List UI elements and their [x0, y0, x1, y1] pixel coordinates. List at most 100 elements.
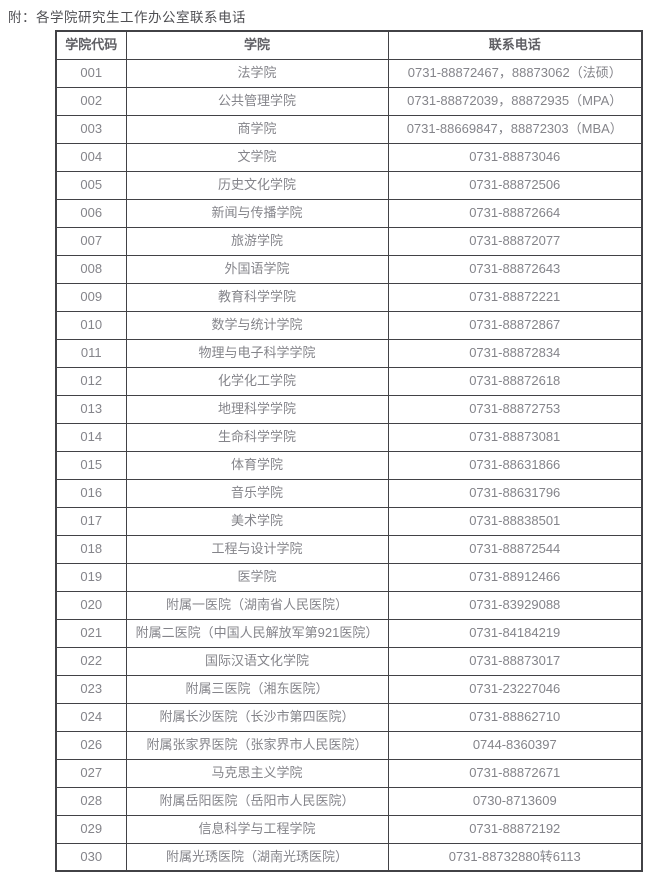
college-code-cell: 009 [55, 282, 127, 312]
college-code-cell: 013 [55, 394, 127, 424]
table-row: 029 信息科学与工程学院 0731-88872192 [55, 814, 643, 844]
table-row: 018 工程与设计学院 0731-88872544 [55, 534, 643, 564]
college-code-cell: 004 [55, 142, 127, 172]
college-name-cell: 附属岳阳医院（岳阳市人民医院） [125, 786, 389, 816]
college-name-cell: 地理科学学院 [125, 394, 389, 424]
table-row: 015 体育学院 0731-88631866 [55, 450, 643, 480]
table-row: 019 医学院 0731-88912466 [55, 562, 643, 592]
phone-cell: 0731-88872192 [387, 814, 643, 844]
phone-cell: 0731-88872221 [387, 282, 643, 312]
college-contact-table: 学院代码 学院 联系电话 001 法学院 0731-88872467，8887306… [55, 30, 643, 872]
phone-cell: 0731-88872834 [387, 338, 643, 368]
college-code-cell: 005 [55, 170, 127, 200]
college-name-cell: 医学院 [125, 562, 389, 592]
table-row: 024 附属长沙医院（长沙市第四医院） 0731-88862710 [55, 702, 643, 732]
table-row: 002 公共管理学院 0731-88872039，88872935（MPA） [55, 86, 643, 116]
table-row: 021 附属二医院（中国人民解放军第921医院） 0731-84184219 [55, 618, 643, 648]
phone-cell: 0731-88872544 [387, 534, 643, 564]
table-row: 003 商学院 0731-88669847，88872303（MBA） [55, 114, 643, 144]
college-code-cell: 015 [55, 450, 127, 480]
phone-cell: 0731-88873081 [387, 422, 643, 452]
phone-cell: 0731-88872664 [387, 198, 643, 228]
college-name-cell: 附属三医院（湘东医院） [125, 674, 389, 704]
table-row: 030 附属光琇医院（湖南光琇医院） 0731-88732880转6113 [55, 842, 643, 872]
college-code-cell: 024 [55, 702, 127, 732]
college-code-cell: 003 [55, 114, 127, 144]
college-code-cell: 021 [55, 618, 127, 648]
college-name-cell: 文学院 [125, 142, 389, 172]
phone-cell: 0731-23227046 [387, 674, 643, 704]
column-header-phone: 联系电话 [387, 30, 643, 60]
college-name-cell: 化学化工学院 [125, 366, 389, 396]
college-code-cell: 030 [55, 842, 127, 872]
table-row: 005 历史文化学院 0731-88872506 [55, 170, 643, 200]
college-code-cell: 011 [55, 338, 127, 368]
phone-cell: 0731-88872671 [387, 758, 643, 788]
college-name-cell: 体育学院 [125, 450, 389, 480]
phone-cell: 0731-88872077 [387, 226, 643, 256]
college-name-cell: 商学院 [125, 114, 389, 144]
college-name-cell: 外国语学院 [125, 254, 389, 284]
college-code-cell: 020 [55, 590, 127, 620]
college-code-cell: 006 [55, 198, 127, 228]
college-code-cell: 027 [55, 758, 127, 788]
table-row: 012 化学化工学院 0731-88872618 [55, 366, 643, 396]
table-header-row: 学院代码 学院 联系电话 [55, 30, 643, 60]
table-row: 011 物理与电子科学学院 0731-88872834 [55, 338, 643, 368]
table-body: 001 法学院 0731-88872467，88873062（法硕） 002 公共管理学… [55, 58, 643, 872]
college-name-cell: 新闻与传播学院 [125, 198, 389, 228]
phone-cell: 0731-88873046 [387, 142, 643, 172]
phone-cell: 0731-83929088 [387, 590, 643, 620]
college-name-cell: 国际汉语文化学院 [125, 646, 389, 676]
college-code-cell: 026 [55, 730, 127, 760]
table-row: 001 法学院 0731-88872467，88873062（法硕） [55, 58, 643, 88]
college-code-cell: 022 [55, 646, 127, 676]
phone-cell: 0731-88872039，88872935（MPA） [387, 86, 643, 116]
table-row: 014 生命科学学院 0731-88873081 [55, 422, 643, 452]
table-row: 023 附属三医院（湘东医院） 0731-23227046 [55, 674, 643, 704]
table-row: 004 文学院 0731-88873046 [55, 142, 643, 172]
college-name-cell: 附属光琇医院（湖南光琇医院） [125, 842, 389, 872]
college-code-cell: 019 [55, 562, 127, 592]
table-row: 016 音乐学院 0731-88631796 [55, 478, 643, 508]
college-name-cell: 物理与电子科学学院 [125, 338, 389, 368]
phone-cell: 0731-88631796 [387, 478, 643, 508]
phone-cell: 0731-88872618 [387, 366, 643, 396]
college-name-cell: 法学院 [125, 58, 389, 88]
college-name-cell: 历史文化学院 [125, 170, 389, 200]
table-row: 008 外国语学院 0731-88872643 [55, 254, 643, 284]
college-code-cell: 014 [55, 422, 127, 452]
college-name-cell: 附属一医院（湖南省人民医院） [125, 590, 389, 620]
phone-cell: 0731-88669847，88872303（MBA） [387, 114, 643, 144]
phone-cell: 0731-88872753 [387, 394, 643, 424]
table-row: 028 附属岳阳医院（岳阳市人民医院） 0730-8713609 [55, 786, 643, 816]
phone-cell: 0731-88872643 [387, 254, 643, 284]
table-row: 013 地理科学学院 0731-88872753 [55, 394, 643, 424]
college-code-cell: 023 [55, 674, 127, 704]
college-name-cell: 附属张家界医院（张家界市人民医院） [125, 730, 389, 760]
college-name-cell: 音乐学院 [125, 478, 389, 508]
phone-cell: 0731-88631866 [387, 450, 643, 480]
table-row: 010 数学与统计学院 0731-88872867 [55, 310, 643, 340]
college-name-cell: 教育科学学院 [125, 282, 389, 312]
college-code-cell: 007 [55, 226, 127, 256]
college-name-cell: 马克思主义学院 [125, 758, 389, 788]
phone-cell: 0731-88838501 [387, 506, 643, 536]
table-row: 022 国际汉语文化学院 0731-88873017 [55, 646, 643, 676]
college-code-cell: 010 [55, 310, 127, 340]
college-code-cell: 018 [55, 534, 127, 564]
college-code-cell: 017 [55, 506, 127, 536]
college-code-cell: 008 [55, 254, 127, 284]
college-name-cell: 附属长沙医院（长沙市第四医院） [125, 702, 389, 732]
phone-cell: 0731-88872506 [387, 170, 643, 200]
column-header-college-code: 学院代码 [55, 30, 127, 60]
table-row: 006 新闻与传播学院 0731-88872664 [55, 198, 643, 228]
college-name-cell: 公共管理学院 [125, 86, 389, 116]
table-row: 020 附属一医院（湖南省人民医院） 0731-83929088 [55, 590, 643, 620]
table-row: 009 教育科学学院 0731-88872221 [55, 282, 643, 312]
college-code-cell: 001 [55, 58, 127, 88]
college-name-cell: 工程与设计学院 [125, 534, 389, 564]
column-header-college: 学院 [125, 30, 389, 60]
table-row: 027 马克思主义学院 0731-88872671 [55, 758, 643, 788]
